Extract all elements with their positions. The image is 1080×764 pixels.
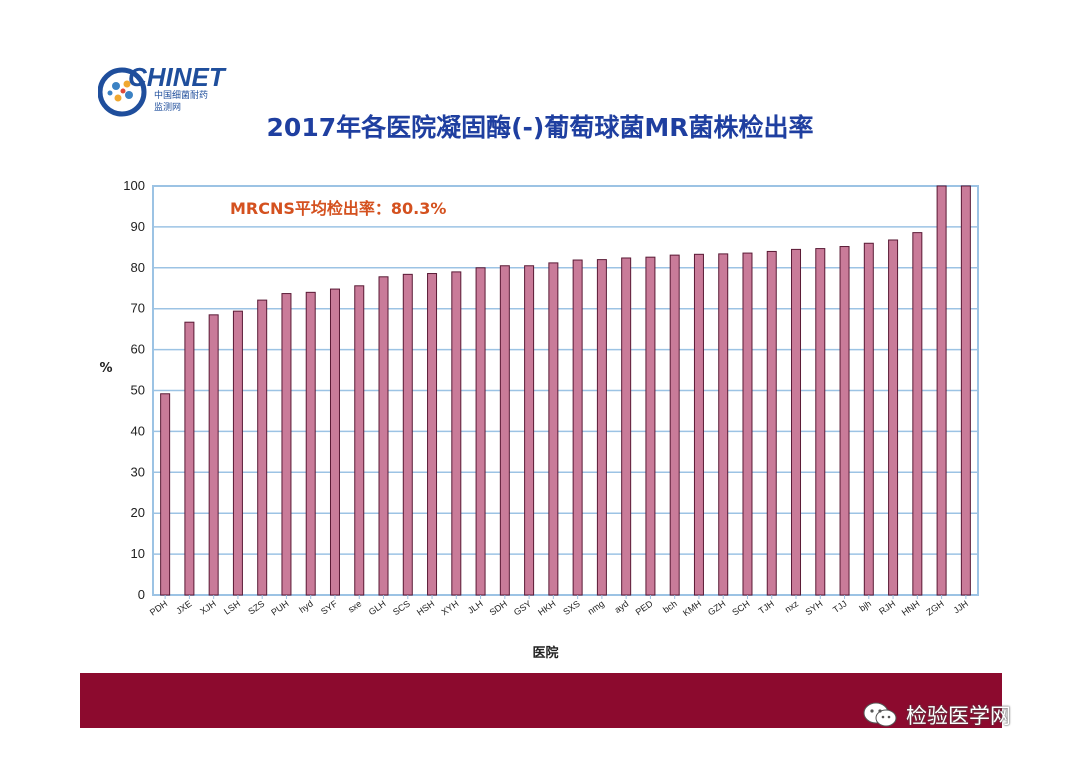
x-tick-label: TJJ (831, 598, 849, 615)
x-tick-label: JLH (466, 598, 485, 615)
bar-PUH (281, 293, 292, 596)
x-tick-label: SXS (561, 598, 581, 617)
x-tick-label: XYH (440, 598, 461, 617)
bar-hyd (305, 291, 316, 596)
logo-wordmark: CHINET (128, 62, 225, 92)
bar-nxz (791, 248, 802, 596)
bar-SYF (329, 288, 340, 596)
wechat-icon (863, 702, 897, 727)
x-tick-label: ayd (613, 598, 631, 615)
chart-title: 2017年各医院凝固酶(-)葡萄球菌MR菌株检出率 (266, 113, 814, 142)
y-tick-label: 80 (131, 260, 145, 275)
bar-SCS (402, 273, 413, 596)
x-tick-label: bch (661, 598, 679, 615)
bar-GSY (524, 265, 535, 596)
y-tick-label: 100 (123, 178, 145, 193)
x-tick-label: sxe (346, 598, 363, 614)
x-tick-label: SCS (391, 598, 412, 617)
bar-SYH (815, 248, 826, 596)
y-tick-label: 90 (131, 219, 145, 234)
bar-JJH (960, 185, 971, 596)
watermark-text: 检验医学网 (906, 704, 1011, 728)
x-tick-label: SYH (804, 598, 825, 617)
logo-subtitle-2: 监测网 (154, 103, 182, 113)
logo-subtitle: 中国细菌耐药 (154, 91, 209, 101)
x-tick-label: SCH (730, 598, 751, 617)
bar-ayd (621, 257, 632, 596)
y-tick-label: 30 (131, 464, 145, 479)
x-tick-label: GSY (512, 598, 533, 617)
bar-SCH (742, 252, 753, 596)
x-tick-label: hyd (297, 598, 315, 615)
bar-JLH (475, 267, 486, 596)
bar-nmg (596, 259, 607, 596)
y-tick-label: 60 (131, 342, 145, 357)
x-tick-label: PED (634, 598, 655, 617)
bar-chart: 0 10 20 30 40 50 60 70 80 90 100 PDH JXE XJH LSH SZS PU… (99, 178, 979, 661)
x-tick-label: nxz (783, 598, 801, 615)
bar-GLH (378, 276, 389, 596)
x-tick-label: HNH (900, 598, 922, 617)
y-tick-label: 70 (131, 301, 145, 316)
x-tick-label: JXE (174, 598, 193, 616)
watermark: 检验医学网 (862, 700, 1011, 730)
logo-emblem-icon (98, 67, 147, 117)
chinet-logo: CHINET 中国细菌耐药 监测网 (98, 60, 238, 120)
x-tick-label: HSH (415, 598, 436, 617)
x-tick-label: SDH (488, 598, 509, 617)
bar-ZGH (936, 185, 947, 596)
bar-JXE (184, 321, 195, 596)
x-tick-label: GZH (706, 598, 727, 617)
bar-PDH (160, 393, 171, 596)
bar-bch (669, 254, 680, 596)
bar-KMH (693, 253, 704, 596)
bar-SXS (572, 259, 583, 596)
x-tick-label: TJH (757, 598, 776, 616)
x-tick-label: JJH (952, 598, 970, 615)
bar-XYH (451, 271, 462, 596)
bar-RJH (888, 239, 899, 596)
x-tick-label: PDH (148, 598, 169, 617)
bar-SDH (499, 265, 510, 596)
y-tick-label: 10 (131, 546, 145, 561)
x-tick-label: RJH (877, 598, 897, 616)
bar-bjh (863, 242, 874, 596)
x-axis-label: 医院 (532, 645, 558, 661)
x-tick-label: bjh (857, 598, 873, 613)
footer-bar (80, 673, 1002, 728)
y-tick-label: 20 (131, 505, 145, 520)
bar-PED (645, 256, 656, 596)
x-tick-label: SZS (246, 598, 266, 616)
bar-TJH (766, 250, 777, 596)
bar-LSH (232, 310, 243, 596)
bar-HSH (427, 273, 438, 596)
bar-TJJ (839, 246, 850, 596)
x-tick-label: ZGH (924, 598, 945, 617)
y-tick-label: 40 (131, 423, 145, 438)
x-tick-label: LSH (222, 598, 242, 616)
y-tick-label: 50 (131, 383, 145, 398)
bar-GZH (718, 253, 729, 596)
x-tick-label: SYF (319, 598, 339, 617)
average-rate-annotation: MRCNS平均检出率：80.3% (230, 199, 446, 218)
x-tick-label: GLH (367, 598, 388, 617)
bar-HNH (912, 232, 923, 596)
x-tick-label: XJH (198, 598, 218, 616)
x-tick-label: nmg (586, 598, 606, 616)
bar-HKH (548, 262, 559, 596)
x-tick-label: HKH (536, 598, 557, 617)
bar-sxe (354, 285, 365, 596)
bar-XJH (208, 314, 219, 596)
y-tick-label: 0 (138, 587, 145, 602)
x-tick-label: PUH (269, 598, 290, 617)
x-tick-label: KMH (681, 598, 703, 618)
plot-area-frame (152, 185, 979, 596)
y-axis-label: % (99, 361, 112, 376)
bar-SZS (257, 299, 268, 596)
